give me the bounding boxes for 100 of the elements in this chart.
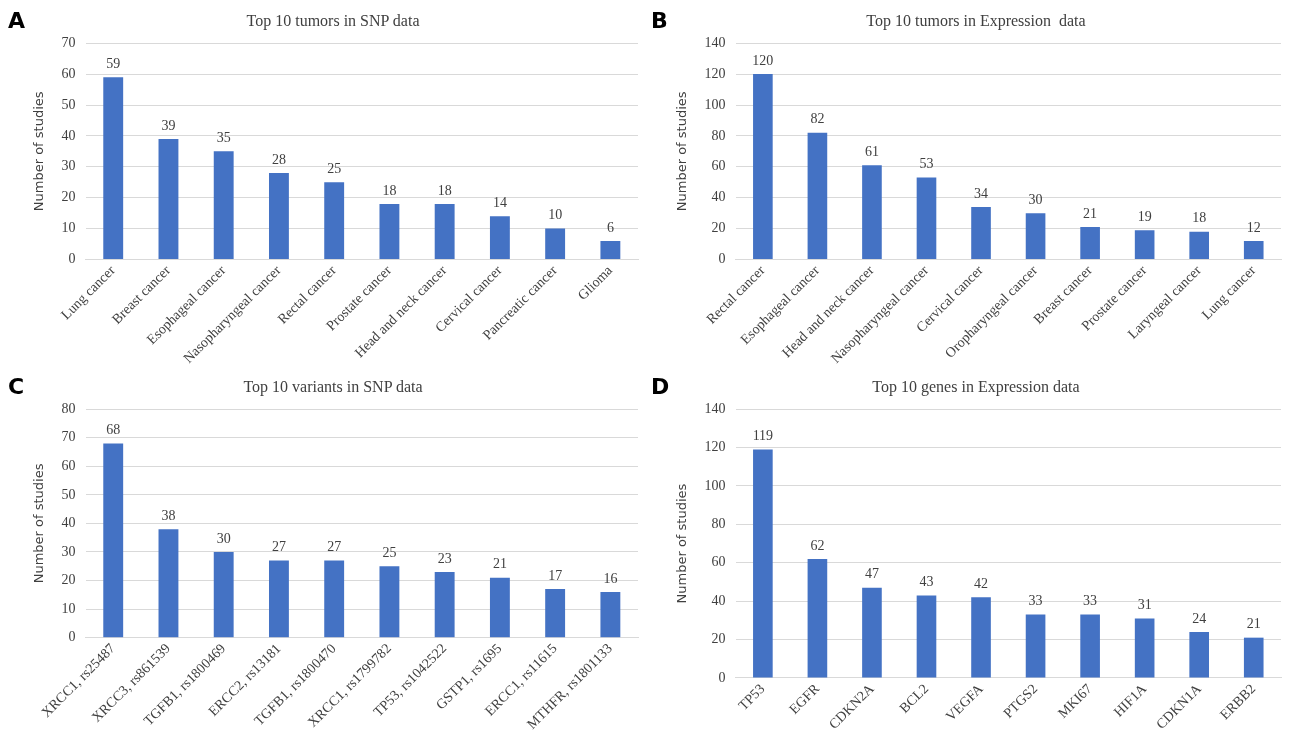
data-label: 68	[106, 422, 121, 438]
y-axis-title: Number of studies	[31, 91, 47, 212]
bar	[807, 558, 828, 678]
data-label: 16	[603, 570, 618, 586]
bar	[1189, 231, 1210, 259]
y-tick-label: 100	[704, 96, 726, 112]
bar	[324, 560, 345, 638]
data-label: 24	[1192, 610, 1207, 626]
data-label: 19	[1137, 208, 1152, 224]
chart-title: Top 10 variants in SNP data	[243, 377, 423, 396]
data-label: 120	[752, 52, 774, 68]
text: A	[8, 8, 26, 33]
y-tick-label: 50	[61, 96, 76, 112]
y-tick-label: 30	[61, 543, 76, 559]
data-label: 25	[327, 160, 342, 176]
chart-title: Top 10 tumors in Expression data	[866, 11, 1086, 30]
y-tick-label: 120	[704, 439, 726, 455]
bar	[434, 203, 455, 259]
data-label: 39	[161, 117, 176, 133]
bar	[158, 138, 179, 259]
bar	[434, 571, 455, 638]
y-tick-label: 100	[704, 477, 726, 493]
data-label: 82	[810, 111, 825, 127]
data-label: 38	[161, 507, 176, 523]
bar	[1134, 618, 1155, 678]
y-tick-label: 80	[711, 127, 726, 143]
chart-title: Top 10 tumors in SNP data	[246, 11, 420, 30]
y-tick-label: 10	[61, 600, 76, 616]
data-label: 35	[216, 130, 231, 146]
y-tick-label: 40	[711, 189, 726, 205]
bar	[489, 216, 510, 259]
y-tick-label: 40	[61, 515, 76, 531]
y-tick-label: 60	[711, 158, 726, 174]
bar	[324, 182, 345, 259]
data-label: 6	[606, 219, 614, 235]
y-tick-label: 70	[61, 429, 76, 445]
y-tick-label: 80	[711, 516, 726, 532]
y-tick-label: 20	[711, 220, 726, 236]
data-label: 18	[437, 182, 452, 198]
y-tick-label: 60	[61, 457, 76, 473]
data-label: 21	[492, 556, 507, 572]
y-tick-label: 80	[61, 400, 76, 416]
y-tick-label: 30	[61, 158, 76, 174]
y-tick-label: 0	[718, 669, 726, 685]
y-tick-label: 0	[68, 251, 76, 267]
text: B	[651, 8, 668, 33]
bar	[862, 165, 882, 259]
bar	[1134, 230, 1155, 259]
y-tick-label: 0	[718, 251, 726, 267]
data-label: 28	[271, 151, 286, 167]
y-tick-label: 20	[61, 189, 76, 205]
y-tick-label: 60	[711, 554, 726, 570]
data-label: 47	[864, 566, 879, 582]
y-axis-title: Number of studies	[674, 91, 690, 212]
bar	[1025, 614, 1046, 678]
y-tick-label: 40	[61, 127, 76, 143]
text: C	[8, 374, 25, 399]
bar	[213, 151, 234, 259]
data-label: 21	[1246, 616, 1261, 632]
data-label: 119	[752, 428, 774, 444]
data-label: 27	[327, 539, 342, 555]
bar	[1025, 213, 1046, 259]
bar	[1080, 614, 1100, 678]
bar	[158, 529, 179, 638]
data-label: 18	[1192, 210, 1207, 226]
data-label: 43	[919, 574, 934, 590]
bar	[103, 443, 124, 638]
bar	[545, 589, 566, 638]
data-label: 18	[382, 182, 397, 198]
bar	[971, 597, 991, 678]
data-label: 42	[974, 576, 989, 592]
text: D	[651, 374, 670, 399]
bar	[753, 449, 773, 678]
y-tick-label: 20	[61, 572, 76, 588]
data-label: 30	[1028, 191, 1043, 207]
bar	[753, 74, 773, 259]
data-label: 27	[271, 539, 286, 555]
bar	[545, 228, 566, 259]
data-label: 17	[548, 567, 563, 583]
bar	[489, 577, 510, 638]
bar	[379, 566, 400, 638]
y-tick-label: 140	[704, 400, 726, 416]
y-tick-label: 50	[61, 486, 76, 502]
bar	[1243, 240, 1264, 259]
y-tick-label: 10	[61, 220, 76, 236]
bar	[600, 591, 621, 638]
y-tick-label: 20	[711, 631, 726, 647]
bar	[103, 77, 124, 259]
data-label: 34	[974, 185, 989, 201]
data-label: 10	[548, 207, 563, 223]
data-label: 62	[810, 537, 825, 553]
data-label: 31	[1137, 597, 1152, 613]
chart-title: Top 10 genes in Expression data	[872, 377, 1080, 396]
y-tick-label: 120	[704, 65, 726, 81]
data-label: 30	[216, 530, 231, 546]
y-tick-label: 70	[61, 34, 76, 50]
data-label: 53	[919, 156, 934, 172]
bar	[269, 172, 289, 259]
bar	[971, 206, 991, 259]
y-tick-label: 40	[711, 592, 726, 608]
